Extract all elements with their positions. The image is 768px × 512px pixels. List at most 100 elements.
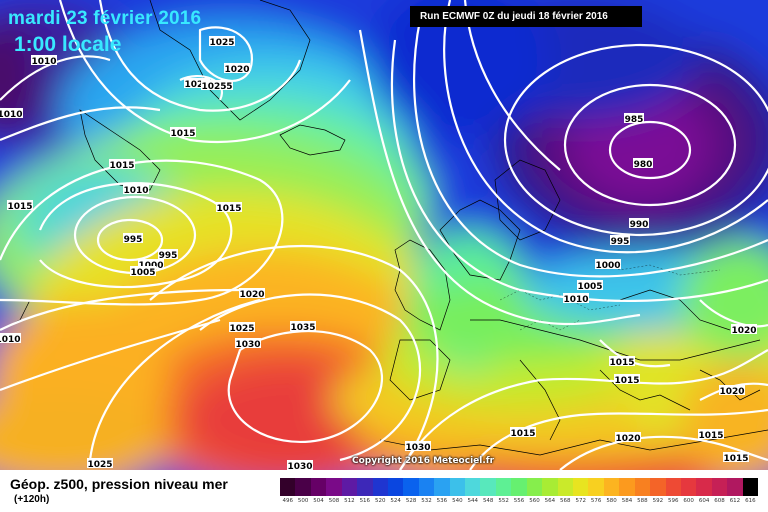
scale-tick-label: 516 bbox=[359, 498, 371, 504]
scale-tick-label: 580 bbox=[606, 498, 617, 504]
isobar-label-bg bbox=[109, 159, 135, 169]
isobar-label: 995 bbox=[124, 235, 143, 245]
isobar-label-bg bbox=[229, 322, 255, 332]
scale-swatch bbox=[326, 478, 342, 496]
isobar-label: 1005 bbox=[130, 268, 155, 278]
scale-tick-label: 540 bbox=[452, 498, 463, 504]
coastlines bbox=[0, 0, 768, 456]
isobar-labels: 1025102010251010102010251010101510151010… bbox=[0, 36, 757, 470]
scale-tick-label: 504 bbox=[313, 498, 324, 504]
isobar-label-bg bbox=[123, 184, 149, 194]
isobar-label-bg bbox=[239, 288, 265, 298]
isobar-label: 985 bbox=[625, 115, 644, 125]
scale-swatch bbox=[295, 478, 311, 496]
isobar-label-bg bbox=[629, 218, 649, 228]
isobar-label: 1010 bbox=[0, 110, 23, 120]
forecast-date: mardi 23 février 2016 bbox=[8, 8, 202, 29]
isobar-label: 1025 bbox=[209, 38, 234, 48]
isobar-label-bg bbox=[615, 432, 641, 442]
scale-tick-label: 612 bbox=[729, 498, 741, 504]
isobar-label: 1025 bbox=[87, 460, 112, 470]
scale-swatch bbox=[495, 478, 512, 496]
scale-tick-label: 568 bbox=[560, 498, 571, 504]
isobar-label: 1015 bbox=[170, 129, 195, 139]
isobar-label-bg bbox=[184, 78, 210, 88]
isobar-label: 1015 bbox=[609, 358, 634, 368]
isobar-label: 1010 bbox=[123, 186, 148, 196]
scale-swatch bbox=[680, 478, 697, 496]
isobar-label: 1020 bbox=[731, 326, 756, 336]
scale-swatch bbox=[696, 478, 712, 496]
isobar-label-bg bbox=[610, 235, 630, 245]
scale-swatch bbox=[619, 478, 635, 496]
isobar-label-bg bbox=[723, 452, 749, 462]
isobar-label-bg bbox=[7, 200, 33, 210]
forecast-time: 1:00 locale bbox=[14, 33, 122, 56]
isobar-label: 1015 bbox=[216, 204, 241, 214]
isobar-label-bg bbox=[123, 233, 143, 243]
scale-swatch bbox=[650, 478, 666, 496]
color-scale-swatches bbox=[280, 478, 759, 496]
scale-swatch bbox=[542, 478, 558, 496]
isobar-label: 1010 bbox=[31, 57, 56, 67]
scale-swatch bbox=[403, 478, 419, 496]
scale-tick-label: 588 bbox=[637, 498, 648, 504]
scale-tick-label: 544 bbox=[467, 498, 479, 504]
scale-swatch bbox=[465, 478, 481, 496]
scale-swatch bbox=[310, 478, 327, 496]
scale-swatch bbox=[434, 478, 450, 496]
scale-tick-label: 564 bbox=[544, 498, 556, 504]
isobar-label: 1015 bbox=[510, 429, 535, 439]
weather-map: 1025102010251010102010251010101510151010… bbox=[0, 0, 768, 470]
scale-swatch bbox=[387, 478, 404, 496]
scale-tick-label: 572 bbox=[575, 498, 586, 504]
isobar-label: 1030 bbox=[287, 462, 312, 470]
scale-swatch bbox=[280, 478, 296, 496]
isobar-label: 1000 bbox=[595, 261, 620, 271]
scale-swatch bbox=[511, 478, 527, 496]
map-svg: 1025102010251010102010251010101510151010… bbox=[0, 0, 768, 470]
scale-tick-label: 592 bbox=[652, 498, 664, 504]
isobar-label-bg bbox=[731, 324, 757, 334]
isobar-label-bg bbox=[510, 427, 536, 437]
scale-tick-label: 608 bbox=[714, 498, 725, 504]
scale-tick-label: 552 bbox=[498, 498, 509, 504]
isobar-label: 1035 bbox=[290, 323, 315, 333]
scale-swatch bbox=[557, 478, 574, 496]
scale-swatch bbox=[573, 478, 589, 496]
isobar-label: 1020 bbox=[184, 80, 209, 90]
isobar-label-bg bbox=[158, 249, 178, 259]
isobar-label: 1010 bbox=[563, 295, 588, 305]
isobar-label-bg bbox=[577, 280, 603, 290]
scale-swatch bbox=[357, 478, 373, 496]
borders bbox=[499, 259, 721, 331]
model-run-info: Run ECMWF 0Z du jeudi 18 février 2016 bbox=[410, 6, 642, 27]
isobar-label-bg bbox=[87, 458, 113, 468]
scale-tick-label: 600 bbox=[683, 498, 694, 504]
scale-tick-label: 528 bbox=[405, 498, 417, 504]
isobar-label: 1015 bbox=[109, 161, 134, 171]
scale-tick-label: 616 bbox=[745, 498, 756, 504]
isobar-label: 995 bbox=[611, 237, 630, 247]
scale-swatch bbox=[418, 478, 435, 496]
isobar-label-bg bbox=[698, 429, 724, 439]
scale-tick-label: 596 bbox=[668, 498, 679, 504]
color-scale: 496 500 504 508 512 516 520 524 528 532 536 540 544 5… bbox=[280, 478, 759, 510]
isobar-label-bg bbox=[0, 108, 23, 118]
scale-tick-label: 556 bbox=[513, 498, 525, 504]
isobar-label-bg bbox=[201, 80, 227, 90]
isobar-label: 1025 bbox=[201, 82, 226, 92]
isobar-label: 1025 bbox=[229, 324, 254, 334]
scale-tick-label: 548 bbox=[482, 498, 494, 504]
isobar-label: 990 bbox=[630, 220, 649, 230]
isobar-label-bg bbox=[209, 36, 235, 46]
isobar-label-bg bbox=[719, 385, 745, 395]
scale-swatch bbox=[711, 478, 728, 496]
isobar-label: 1020 bbox=[224, 65, 249, 75]
isobar-label-bg bbox=[235, 338, 261, 348]
legend-title: Géop. z500, pression niveau mer bbox=[10, 476, 228, 492]
isobar-label-bg bbox=[287, 460, 313, 470]
isobar-label-bg bbox=[170, 127, 196, 137]
isobar-label: 1005 bbox=[577, 282, 602, 292]
isobar-label-bg bbox=[633, 158, 653, 168]
